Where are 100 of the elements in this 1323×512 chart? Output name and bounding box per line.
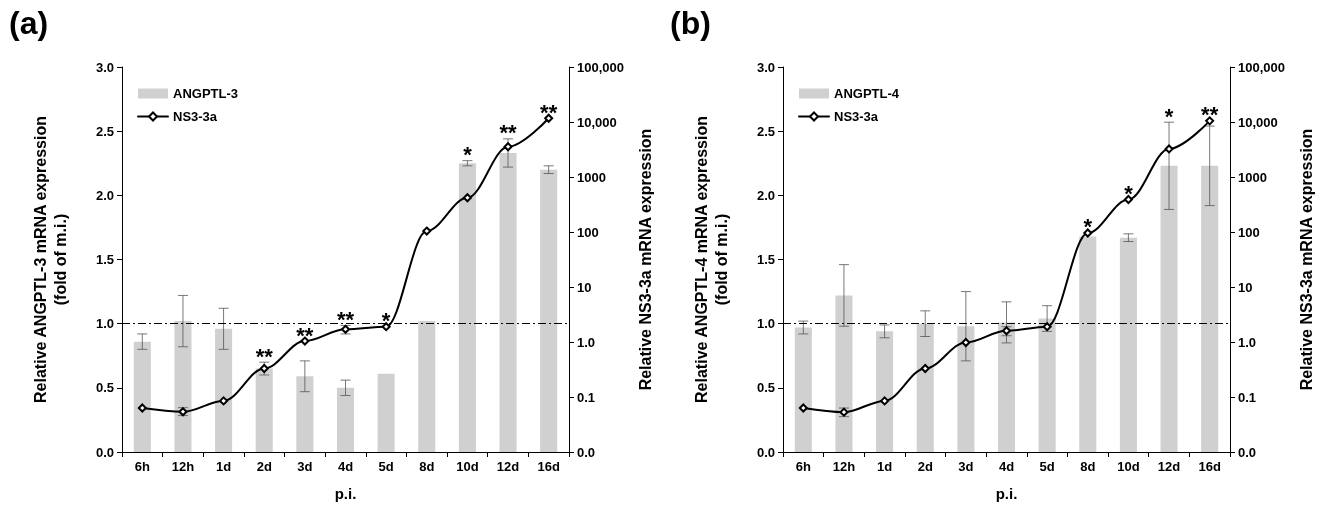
annotation: * (1083, 214, 1093, 240)
point (920, 363, 930, 373)
y-tick-label: 0.0 (756, 444, 775, 460)
x-tick-label: 10d (456, 459, 479, 474)
y-tick-label: 1.0 (756, 316, 775, 332)
annotation: ** (1201, 102, 1219, 128)
point (1083, 228, 1093, 238)
x-tick-label: 4d (337, 459, 354, 474)
y2-tick-label: 100 (577, 224, 599, 240)
x-tick-label: 6h (134, 459, 150, 474)
y2-tick-label: 0.1 (1238, 389, 1257, 405)
bar (997, 322, 1016, 452)
point (1042, 322, 1052, 332)
point (1205, 116, 1215, 126)
y2-tick-label: 0.1 (577, 389, 596, 405)
bar (1038, 318, 1056, 452)
y2-tick-label: 10,000 (1238, 114, 1278, 130)
annotation: ** (336, 306, 355, 332)
y2-tick-label: 100,000 (577, 59, 624, 75)
bar (458, 163, 476, 452)
x-tick-label: 16d (1198, 459, 1221, 474)
y2-tick-label: 1000 (577, 169, 606, 185)
bar (377, 373, 395, 452)
bar (296, 376, 314, 452)
bar (1201, 165, 1219, 452)
y2-tick-label: 0.0 (577, 444, 596, 460)
x-tick-label: 6h (795, 459, 811, 474)
bar (916, 323, 934, 452)
annotation: ** (499, 120, 518, 146)
point (1123, 194, 1133, 204)
point (219, 396, 229, 406)
y2-tick-label: 1.0 (1238, 334, 1257, 350)
point (381, 322, 391, 332)
y-tick-label: 1.5 (95, 252, 114, 267)
y2-tick-label: 100 (1238, 224, 1260, 240)
bar (794, 327, 812, 452)
bar (876, 331, 894, 452)
x-tick-label: 1d (216, 459, 232, 474)
y2-axis-title: Relative NS3-3a mRNA expression (1297, 128, 1315, 391)
point (1164, 144, 1174, 154)
y2-tick-label: 10 (577, 279, 592, 295)
annotation: ** (255, 343, 274, 369)
y-tick-label: 0.5 (95, 380, 114, 396)
annotation: ** (296, 322, 314, 348)
bar (1160, 165, 1178, 452)
x-tick-label: 3d (958, 459, 974, 474)
bar (215, 328, 233, 452)
bar (133, 341, 151, 452)
chart-title: (a) (9, 5, 49, 41)
bar (336, 387, 355, 452)
y2-tick-label: 1.0 (577, 334, 596, 350)
x-tick-label: 12h (171, 459, 195, 474)
x-tick-label: 12d (1157, 459, 1181, 474)
x-tick-label: 8d (419, 459, 435, 474)
y-tick-label: 1.5 (756, 252, 775, 267)
x-tick-label: 8d (1080, 459, 1096, 474)
annotation: * (381, 308, 391, 334)
x-tick-label: 12h (832, 459, 856, 474)
y2-tick-label: 10,000 (577, 114, 617, 130)
point (137, 403, 147, 413)
bar (835, 295, 853, 452)
y-tick-label: 3.0 (95, 59, 114, 75)
y-tick-label: 3.0 (756, 59, 775, 75)
x-axis-title: p.i. (334, 485, 357, 502)
x-tick-label: 2d (256, 459, 272, 474)
legend-label: NS3-3a (173, 109, 218, 124)
x-tick-label: 10d (1117, 459, 1140, 474)
point (422, 226, 432, 236)
point (503, 142, 513, 152)
bar (499, 152, 517, 452)
y-axis-title: Relative ANGPTL-3 mRNA expression (fold of m.i.) (31, 116, 69, 403)
y2-tick-label: 10 (1238, 279, 1253, 295)
bar (174, 321, 192, 452)
y2-tick-label: 0.0 (1238, 444, 1257, 460)
y-axis-title: Relative ANGPTL-4 mRNA expression (fold of m.i.) (692, 116, 730, 403)
x-tick-label: 5d (1039, 459, 1055, 474)
bar (1079, 236, 1097, 452)
y2-tick-label: 100,000 (1238, 59, 1285, 75)
bar (957, 326, 975, 452)
annotation: * (463, 142, 473, 168)
bar (1119, 237, 1137, 452)
x-tick-label: 5d (378, 459, 394, 474)
point (880, 396, 890, 406)
x-tick-label: 16d (537, 459, 560, 474)
bar (418, 321, 436, 452)
legend-label: ANGPTL-4 (834, 86, 900, 101)
annotation: ** (540, 99, 558, 125)
x-tick-label: 2d (917, 459, 933, 474)
annotation: * (1164, 103, 1174, 129)
point (798, 403, 808, 413)
chart-title: (b) (670, 5, 711, 41)
point (300, 336, 310, 346)
point (544, 113, 554, 123)
y-tick-label: 2.5 (756, 123, 775, 139)
y-tick-label: 2.0 (756, 187, 775, 203)
y-tick-label: 0.5 (756, 380, 775, 396)
bar (540, 169, 558, 452)
x-axis-title: p.i. (995, 485, 1018, 502)
y2-axis-title: Relative NS3-3a mRNA expression (636, 128, 654, 391)
bar (255, 368, 273, 452)
